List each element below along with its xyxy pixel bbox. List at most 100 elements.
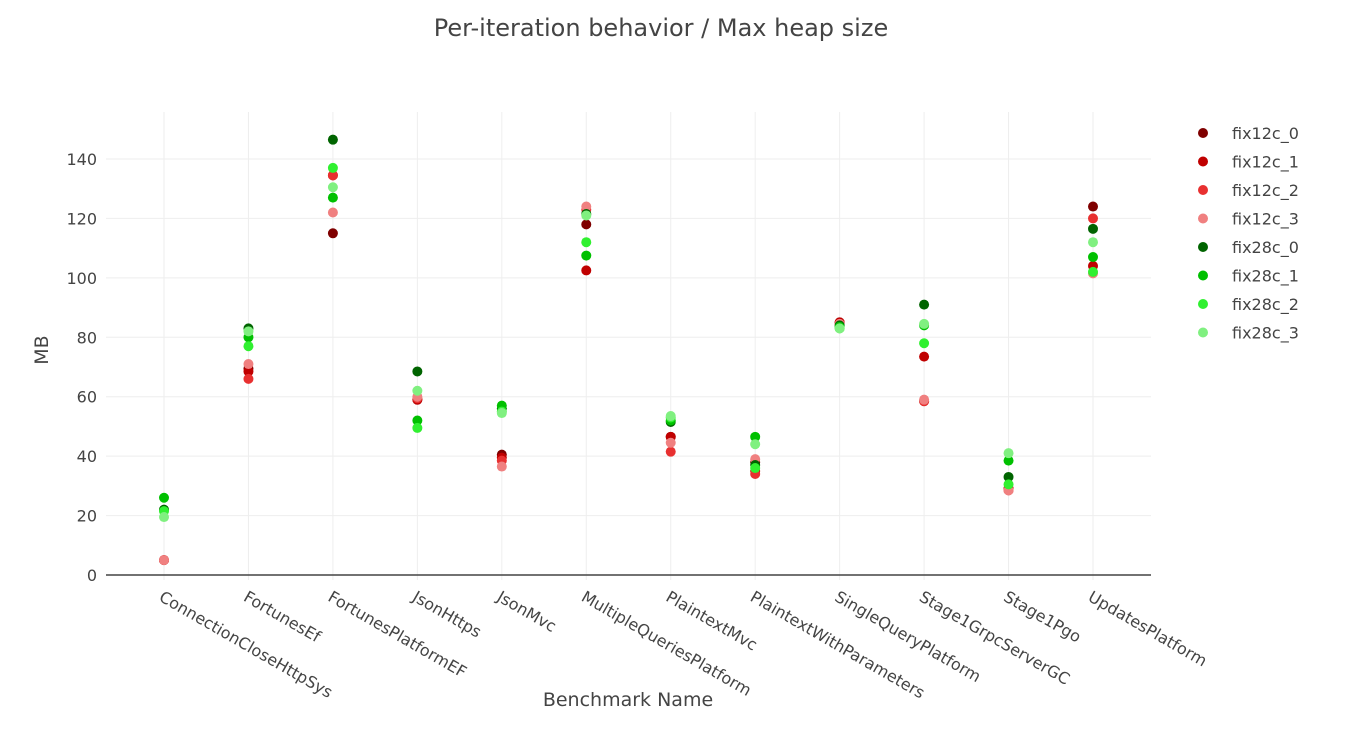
data-point[interactable]: [412, 385, 423, 396]
x-tick-label: UpdatesPlatform: [1085, 587, 1210, 670]
series-fix28c_2: [159, 162, 1098, 517]
data-point[interactable]: [159, 555, 169, 566]
data-point[interactable]: [581, 250, 592, 261]
data-point[interactable]: [665, 437, 676, 448]
data-point[interactable]: [834, 323, 845, 334]
series-fix12c_2: [159, 170, 1098, 566]
x-tick-label: Stage1GrpcServerGC: [916, 587, 1073, 689]
data-point[interactable]: [327, 207, 338, 218]
legend-label: fix12c_3: [1232, 210, 1299, 230]
legend-label: fix12c_0: [1232, 124, 1299, 144]
data-point[interactable]: [327, 134, 338, 145]
data-point[interactable]: [159, 492, 169, 503]
x-tick-label: FortunesPlatformEF: [325, 587, 470, 682]
data-point[interactable]: [665, 446, 676, 457]
legend-item[interactable]: fix28c_0: [1198, 238, 1299, 258]
legend-item[interactable]: fix12c_3: [1198, 210, 1299, 230]
legend-label: fix28c_0: [1232, 238, 1299, 258]
data-point[interactable]: [496, 408, 507, 419]
data-point[interactable]: [1088, 201, 1098, 212]
data-point[interactable]: [1003, 448, 1014, 459]
legend-marker-icon: [1198, 128, 1208, 138]
data-point[interactable]: [243, 341, 254, 352]
y-tick-label: 100: [66, 269, 97, 288]
data-point[interactable]: [1088, 252, 1098, 263]
data-point[interactable]: [327, 228, 338, 239]
legend-marker-icon: [1198, 242, 1208, 252]
legend: fix12c_0 fix12c_1 fix12c_2 fix12c_3 fix28c_0…: [1198, 124, 1299, 344]
y-axis-ticks: 0 20 40 60 80 100 120 140: [66, 150, 97, 585]
series-fix28c_0: [159, 134, 1098, 515]
data-point[interactable]: [243, 366, 254, 377]
x-tick-label: JsonMvc: [493, 587, 560, 636]
data-point[interactable]: [750, 439, 761, 450]
legend-label: fix28c_2: [1232, 295, 1299, 315]
data-point[interactable]: [327, 170, 338, 181]
x-tick-label: JsonHttps: [408, 587, 484, 642]
y-tick-label: 40: [77, 447, 97, 466]
data-point[interactable]: [327, 162, 338, 173]
series-fix12c_1: [159, 170, 1098, 566]
y-tick-label: 20: [77, 507, 97, 526]
legend-item[interactable]: fix28c_3: [1198, 324, 1299, 344]
data-point[interactable]: [1003, 471, 1014, 482]
data-point[interactable]: [159, 512, 169, 523]
data-point[interactable]: [1003, 455, 1014, 466]
legend-label: fix28c_3: [1232, 324, 1299, 344]
legend-item[interactable]: fix12c_0: [1198, 124, 1299, 144]
data-point[interactable]: [750, 463, 761, 474]
chart-title: Per-iteration behavior / Max heap size: [434, 14, 888, 42]
legend-marker-icon: [1198, 270, 1208, 281]
legend-item[interactable]: fix28c_2: [1198, 295, 1299, 315]
series-fix12c_3: [159, 201, 1098, 566]
gridlines: [106, 112, 1151, 580]
data-point[interactable]: [496, 461, 507, 472]
data-point[interactable]: [327, 182, 338, 193]
data-point[interactable]: [412, 366, 423, 377]
data-point[interactable]: [919, 351, 930, 362]
data-point[interactable]: [412, 422, 423, 433]
y-tick-label: 120: [66, 209, 97, 228]
y-tick-label: 0: [87, 566, 97, 585]
legend-marker-icon: [1198, 213, 1208, 224]
data-point[interactable]: [1088, 223, 1098, 234]
data-point[interactable]: [581, 201, 592, 212]
data-point[interactable]: [1003, 479, 1014, 490]
data-point[interactable]: [665, 411, 676, 422]
data-point[interactable]: [581, 237, 592, 248]
series-fix28c_3: [159, 182, 1098, 523]
data-point[interactable]: [412, 415, 423, 426]
data-point[interactable]: [243, 373, 254, 384]
y-tick-label: 80: [77, 328, 97, 347]
legend-label: fix12c_2: [1232, 181, 1299, 201]
legend-item[interactable]: fix28c_1: [1198, 267, 1299, 287]
data-point[interactable]: [581, 265, 592, 276]
data-point[interactable]: [1088, 213, 1098, 224]
data-point[interactable]: [919, 338, 930, 349]
data-point[interactable]: [581, 219, 592, 230]
data-point[interactable]: [243, 359, 254, 370]
legend-label: fix12c_1: [1232, 153, 1299, 173]
legend-item[interactable]: fix12c_2: [1198, 181, 1299, 201]
y-tick-label: 140: [66, 150, 97, 169]
legend-marker-icon: [1198, 156, 1208, 167]
data-point[interactable]: [919, 299, 930, 310]
legend-item[interactable]: fix12c_1: [1198, 153, 1299, 173]
data-point[interactable]: [919, 318, 930, 329]
data-point[interactable]: [581, 210, 592, 221]
data-point[interactable]: [919, 394, 930, 405]
data-point[interactable]: [750, 431, 761, 442]
legend-marker-icon: [1198, 185, 1208, 195]
data-point[interactable]: [327, 192, 338, 203]
x-axis-title: Benchmark Name: [543, 689, 713, 711]
data-point[interactable]: [243, 326, 254, 337]
x-tick-label: SingleQueryPlatform: [832, 587, 985, 686]
legend-label: fix28c_1: [1232, 267, 1299, 287]
data-point[interactable]: [1088, 237, 1098, 248]
legend-marker-icon: [1198, 299, 1208, 309]
y-axis-title: MB: [31, 335, 53, 364]
legend-marker-icon: [1198, 327, 1208, 338]
data-point[interactable]: [1088, 266, 1098, 277]
